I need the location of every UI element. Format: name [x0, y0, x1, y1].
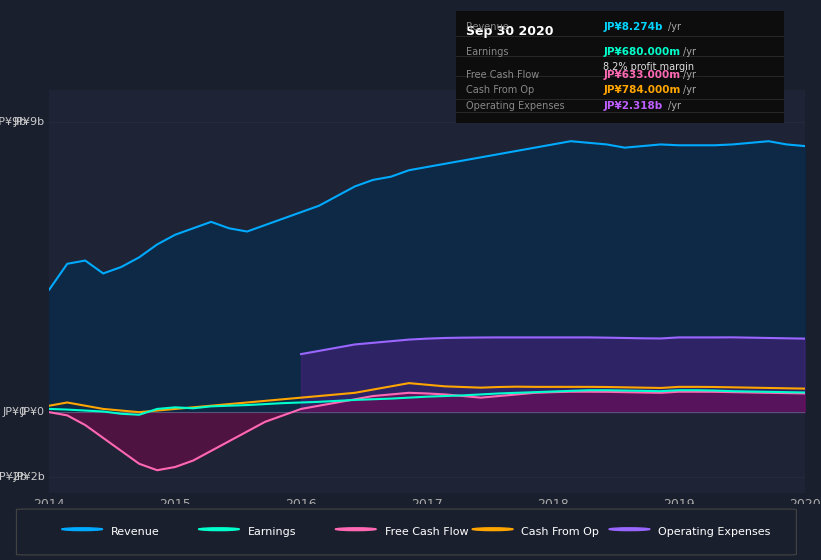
Text: Revenue: Revenue — [466, 22, 508, 32]
Text: Earnings: Earnings — [466, 47, 508, 57]
Text: Earnings: Earnings — [248, 527, 296, 537]
Text: /yr: /yr — [668, 22, 681, 32]
Text: JP¥9b: JP¥9b — [14, 117, 45, 127]
Text: Free Cash Flow: Free Cash Flow — [466, 69, 539, 80]
Circle shape — [472, 528, 513, 531]
Text: Cash From Op: Cash From Op — [466, 85, 534, 95]
Text: Operating Expenses: Operating Expenses — [658, 527, 771, 537]
Text: /yr: /yr — [668, 101, 681, 111]
Text: /yr: /yr — [683, 47, 696, 57]
Text: JP¥784.000m: JP¥784.000m — [603, 85, 681, 95]
Text: Operating Expenses: Operating Expenses — [466, 101, 564, 111]
Text: Revenue: Revenue — [111, 527, 159, 537]
Text: JP¥0: JP¥0 — [2, 407, 27, 417]
Text: /yr: /yr — [683, 85, 696, 95]
Text: -JP¥2b: -JP¥2b — [0, 472, 27, 482]
Circle shape — [335, 528, 376, 531]
Text: 8.2% profit margin: 8.2% profit margin — [603, 62, 695, 72]
Text: -JP¥2b: -JP¥2b — [9, 472, 45, 482]
Text: JP¥633.000m: JP¥633.000m — [603, 69, 681, 80]
Text: Free Cash Flow: Free Cash Flow — [384, 527, 468, 537]
Circle shape — [609, 528, 650, 531]
Text: /yr: /yr — [683, 69, 696, 80]
Text: JP¥0: JP¥0 — [21, 407, 45, 417]
Text: JP¥9b: JP¥9b — [0, 117, 27, 127]
Text: Sep 30 2020: Sep 30 2020 — [466, 25, 553, 38]
Text: JP¥8.274b: JP¥8.274b — [603, 22, 663, 32]
Text: Cash From Op: Cash From Op — [521, 527, 599, 537]
Text: JP¥2.318b: JP¥2.318b — [603, 101, 663, 111]
Text: JP¥680.000m: JP¥680.000m — [603, 47, 681, 57]
Circle shape — [62, 528, 103, 531]
Circle shape — [199, 528, 240, 531]
